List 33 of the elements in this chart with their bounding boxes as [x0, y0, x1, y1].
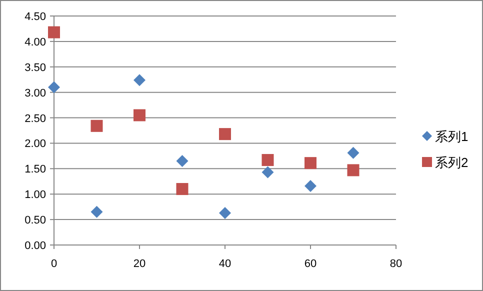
- point: [304, 157, 316, 170]
- y-tick-label: 0.00: [24, 240, 46, 252]
- y-tick-label: 2.50: [24, 112, 46, 125]
- y-tick-label: 3.50: [24, 62, 46, 74]
- point: [176, 183, 188, 196]
- y-tick-label: 1.00: [24, 189, 46, 202]
- x-tick-label: 20: [133, 258, 146, 270]
- x-tick-label: 0: [50, 258, 58, 270]
- point: [219, 128, 231, 140]
- point: [90, 206, 103, 218]
- point: [176, 155, 188, 168]
- point: [48, 81, 60, 94]
- point: [347, 146, 360, 159]
- point: [262, 154, 274, 166]
- x-tick-label: 60: [304, 258, 317, 270]
- point: [347, 164, 360, 176]
- point: [262, 166, 274, 178]
- x-tick-label: 80: [390, 258, 402, 270]
- y-tick-label: 2.00: [24, 138, 46, 150]
- legend-label: 系列2: [435, 155, 468, 170]
- x-tick-label: 40: [218, 258, 232, 270]
- y-tick-label: 1.50: [24, 164, 46, 176]
- y-tick-label: 3.00: [24, 87, 46, 100]
- point: [219, 206, 231, 219]
- point: [134, 109, 146, 122]
- y-tick-label: 4.50: [24, 11, 46, 23]
- y-tick-label: 4.00: [24, 36, 46, 48]
- y-tick-label: 0.50: [24, 214, 46, 227]
- point: [304, 180, 316, 192]
- point: [134, 74, 146, 86]
- legend-label: 系列1: [435, 129, 468, 144]
- point: [48, 26, 60, 38]
- point: [90, 120, 103, 132]
